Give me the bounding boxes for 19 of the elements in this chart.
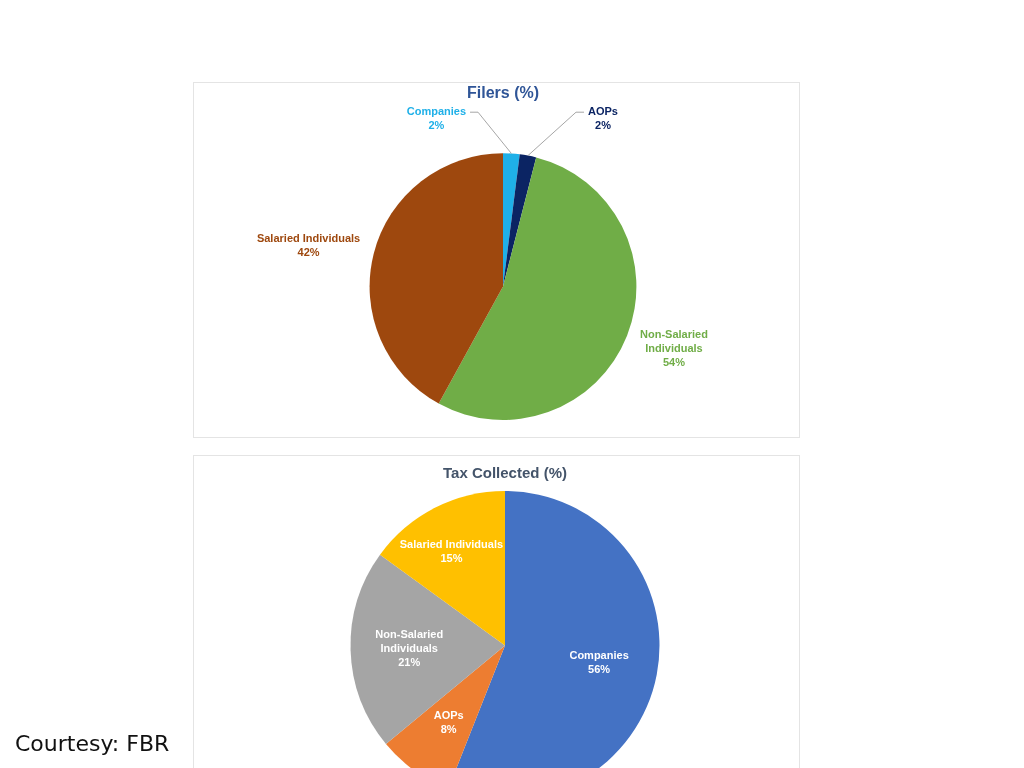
data-label: 56% (588, 663, 611, 676)
chart-title: Tax Collected (%) (443, 464, 567, 482)
slice-label: Salaried Individuals (399, 537, 504, 550)
data-label: 15% (440, 551, 463, 564)
slice-label: Salaried Individuals (256, 232, 361, 245)
data-label: 2% (595, 119, 612, 132)
slice-label: AOPs (588, 105, 618, 118)
data-label: 54% (662, 355, 686, 368)
slice-label: Non-Salaried Individuals (375, 627, 444, 654)
text: Courtesy: FBR (15, 731, 170, 758)
slice-label: AOPs (433, 709, 464, 722)
chart-title: Filers (%) (466, 84, 540, 102)
slice-label: Companies (569, 649, 629, 662)
slice-label: Companies (406, 105, 467, 118)
data-label: 2% (428, 119, 445, 132)
data-label: 8% (440, 723, 457, 736)
data-label: 42% (297, 246, 320, 259)
slice-label: Non-Salaried Individuals (640, 327, 708, 354)
data-label: 21% (398, 655, 421, 668)
